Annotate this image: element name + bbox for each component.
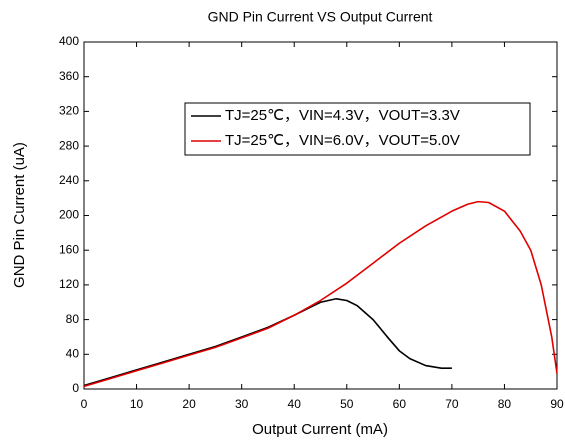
x-tick-label: 60 [393, 397, 407, 411]
series-line [83, 200, 558, 388]
legend-label: TJ=25℃，VIN=6.0V，VOUT=5.0V [225, 132, 460, 149]
y-tick-label: 320 [59, 104, 79, 118]
y-tick-label: 80 [66, 312, 80, 326]
series-line [83, 297, 452, 387]
y-tick-label: 160 [59, 242, 79, 256]
x-tick-label: 80 [498, 397, 512, 411]
x-tick-label: 0 [81, 397, 88, 411]
legend-label: TJ=25℃，VIN=4.3V，VOUT=3.3V [225, 107, 460, 124]
y-axis-label: GND Pin Current (uA) [11, 142, 28, 288]
y-tick-label: 200 [59, 208, 79, 222]
plot-frame [83, 41, 558, 390]
x-tick-label: 30 [235, 397, 249, 411]
x-tick-label: 90 [550, 397, 564, 411]
legend-box [184, 102, 531, 156]
x-tick-label: 50 [340, 397, 354, 411]
chart-title: GND Pin Current VS Output Current [208, 9, 433, 25]
y-tick-label: 0 [72, 381, 79, 395]
y-tick-label: 40 [66, 346, 80, 360]
y-tick-label: 240 [59, 173, 79, 187]
y-tick-label: 120 [59, 277, 79, 291]
x-tick-label: 40 [288, 397, 302, 411]
x-axis-label: Output Current (mA) [252, 421, 388, 438]
y-tick-label: 400 [59, 34, 79, 48]
x-tick-label: 10 [130, 397, 144, 411]
y-tick-label: 360 [59, 69, 79, 83]
x-tick-label: 20 [182, 397, 196, 411]
y-tick-label: 280 [59, 138, 79, 152]
x-tick-label: 70 [445, 397, 459, 411]
